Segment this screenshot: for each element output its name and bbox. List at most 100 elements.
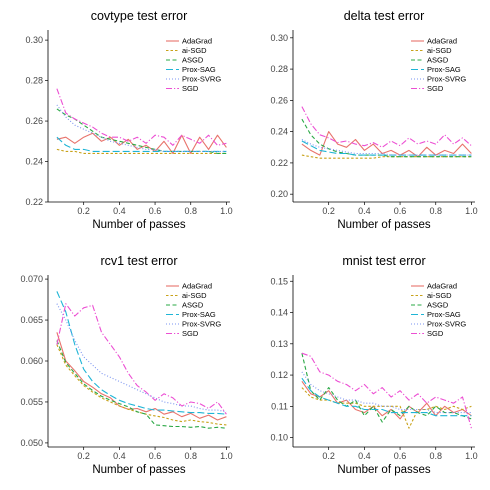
y-tick-label: 0.28 <box>25 76 43 86</box>
y-tick-label: 0.22 <box>270 158 288 168</box>
legend-label-sgd: SGD <box>182 84 199 93</box>
legend-label-ai-sgd: ai-SGD <box>427 46 452 55</box>
x-tick-label: 0.6 <box>149 206 162 216</box>
y-tick-label: 0.26 <box>270 95 288 105</box>
x-tick-label: 1.0 <box>220 451 233 461</box>
series-line-adagrad <box>301 380 472 420</box>
y-tick-label: 0.050 <box>20 438 43 448</box>
panel-rcv1: rcv1 test error 0.2 0.4 0.6 0.8 1.0 0.050 0.055… <box>20 254 232 476</box>
x-tick-label: 0.2 <box>77 206 90 216</box>
series-line-ai-sgd <box>301 387 472 429</box>
legend-label-sgd: SGD <box>182 329 199 338</box>
x-tick-label: 0.2 <box>77 451 90 461</box>
legend-label-ai-sgd: ai-SGD <box>427 291 452 300</box>
y-tick-label: 0.22 <box>25 197 43 207</box>
series-line-adagrad <box>56 332 227 421</box>
legend-label-asgd: ASGD <box>427 56 449 65</box>
y-tick-label: 0.10 <box>270 433 288 443</box>
series-line-adagrad <box>301 131 472 158</box>
series-line-prox-svrg <box>301 139 472 156</box>
legend-label-prox-svrg: Prox-SVRG <box>427 320 466 329</box>
legend-label-adagrad: AdaGrad <box>427 37 457 46</box>
legend-label-adagrad: AdaGrad <box>182 37 212 46</box>
x-tick-label: 1.0 <box>220 206 233 216</box>
series-line-prox-svrg <box>56 104 227 152</box>
legend-label-prox-sag: Prox-SAG <box>427 310 461 319</box>
y-tick-label: 0.13 <box>270 339 288 349</box>
legend-label-asgd: ASGD <box>182 301 204 310</box>
y-tick-label: 0.26 <box>25 116 43 126</box>
legend-label-prox-svrg: Prox-SVRG <box>182 75 221 84</box>
y-tick-label: 0.060 <box>20 356 43 366</box>
y-tick-label: 0.11 <box>271 401 288 411</box>
y-tick-label: 0.12 <box>270 370 288 380</box>
series-line-asgd <box>56 108 227 154</box>
x-axis-label: Number of passes <box>92 219 186 231</box>
series-line-prox-svrg <box>301 371 472 414</box>
y-tick-label: 0.14 <box>270 308 288 318</box>
x-tick-label: 0.4 <box>358 451 371 461</box>
series-line-adagrad <box>56 132 227 154</box>
legend-label-sgd: SGD <box>427 84 444 93</box>
x-tick-label: 0.6 <box>394 451 407 461</box>
x-axis-label: Number of passes <box>337 219 431 231</box>
y-tick-label: 0.055 <box>20 397 43 407</box>
x-tick-label: 0.8 <box>429 206 442 216</box>
series-line-prox-sag <box>56 291 227 415</box>
legend-label-prox-svrg: Prox-SVRG <box>427 75 466 84</box>
x-tick-label: 0.2 <box>322 206 335 216</box>
series-line-prox-sag <box>56 136 227 152</box>
x-tick-label: 1.0 <box>465 451 478 461</box>
series-line-asgd <box>56 340 227 429</box>
y-tick-label: 0.20 <box>270 189 288 199</box>
series-line-prox-sag <box>301 377 472 417</box>
series-line-ai-sgd <box>56 344 227 426</box>
y-tick-label: 0.24 <box>270 127 288 137</box>
panel-title: rcv1 test error <box>100 254 177 268</box>
y-tick-label: 0.070 <box>20 274 43 284</box>
panel-delta: delta test error 0.2 0.4 0.6 0.8 1.0 0.20 0.22 0… <box>270 9 477 231</box>
series-line-asgd <box>301 353 472 423</box>
series-line-sgd <box>301 352 472 429</box>
x-tick-label: 0.6 <box>394 206 407 216</box>
x-tick-label: 0.8 <box>429 451 442 461</box>
panel-covtype: covtype test error 0.2 0.4 0.6 0.8 1.0 0.22 0.2… <box>25 9 232 231</box>
series-line-prox-sag <box>301 140 472 156</box>
legend-label-ai-sgd: ai-SGD <box>182 291 207 300</box>
x-tick-label: 0.8 <box>184 206 197 216</box>
panel-mnist: mnist test error 0.2 0.4 0.6 0.8 1.0 0.10 0.11 0… <box>270 254 477 476</box>
series-line-sgd <box>56 88 227 146</box>
series-line-ai-sgd <box>56 148 227 154</box>
y-tick-label: 0.30 <box>25 35 43 45</box>
panel-title: delta test error <box>344 9 425 23</box>
y-tick-label: 0.28 <box>270 64 288 74</box>
legend-label-asgd: ASGD <box>427 301 449 310</box>
x-tick-label: 0.2 <box>322 451 335 461</box>
legend-label-prox-sag: Prox-SAG <box>182 65 216 74</box>
series-line-sgd <box>56 303 227 415</box>
legend-label-ai-sgd: ai-SGD <box>182 46 207 55</box>
legend-label-prox-svrg: Prox-SVRG <box>182 320 221 329</box>
y-tick-label: 0.065 <box>20 315 43 325</box>
y-tick-label: 0.15 <box>270 276 288 286</box>
y-tick-label: 0.30 <box>270 33 288 43</box>
panel-title: covtype test error <box>91 9 188 23</box>
legend-label-asgd: ASGD <box>182 56 204 65</box>
legend-label-sgd: SGD <box>427 329 444 338</box>
legend-label-prox-sag: Prox-SAG <box>427 65 461 74</box>
x-tick-label: 0.4 <box>113 451 126 461</box>
x-axis-label: Number of passes <box>337 464 431 476</box>
x-axis-label: Number of passes <box>92 464 186 476</box>
panel-title: mnist test error <box>342 254 425 268</box>
x-tick-label: 0.4 <box>358 206 371 216</box>
y-tick-label: 0.24 <box>25 157 43 167</box>
x-tick-label: 0.8 <box>184 451 197 461</box>
legend-label-adagrad: AdaGrad <box>182 282 212 291</box>
x-tick-label: 1.0 <box>465 206 478 216</box>
x-tick-label: 0.4 <box>113 206 126 216</box>
